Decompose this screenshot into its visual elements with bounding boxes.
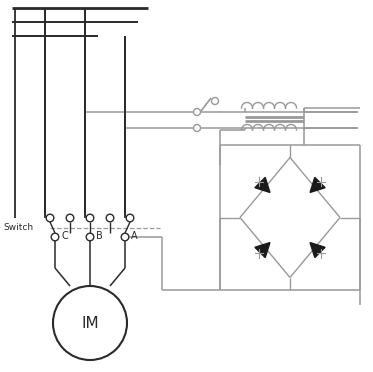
Circle shape <box>53 286 127 360</box>
Polygon shape <box>310 177 325 192</box>
Circle shape <box>194 125 201 131</box>
Polygon shape <box>255 243 270 257</box>
Circle shape <box>121 233 129 241</box>
Circle shape <box>86 233 94 241</box>
Circle shape <box>46 214 54 222</box>
Polygon shape <box>310 243 325 257</box>
Text: C: C <box>61 231 68 241</box>
Circle shape <box>106 214 114 222</box>
Text: A: A <box>131 231 138 241</box>
Text: IM: IM <box>81 315 99 330</box>
Circle shape <box>211 97 219 105</box>
Polygon shape <box>255 177 270 192</box>
Circle shape <box>66 214 74 222</box>
Circle shape <box>86 214 94 222</box>
Circle shape <box>51 233 59 241</box>
Text: B: B <box>96 231 103 241</box>
Circle shape <box>126 214 134 222</box>
Text: Switch: Switch <box>3 222 33 231</box>
Circle shape <box>194 109 201 115</box>
